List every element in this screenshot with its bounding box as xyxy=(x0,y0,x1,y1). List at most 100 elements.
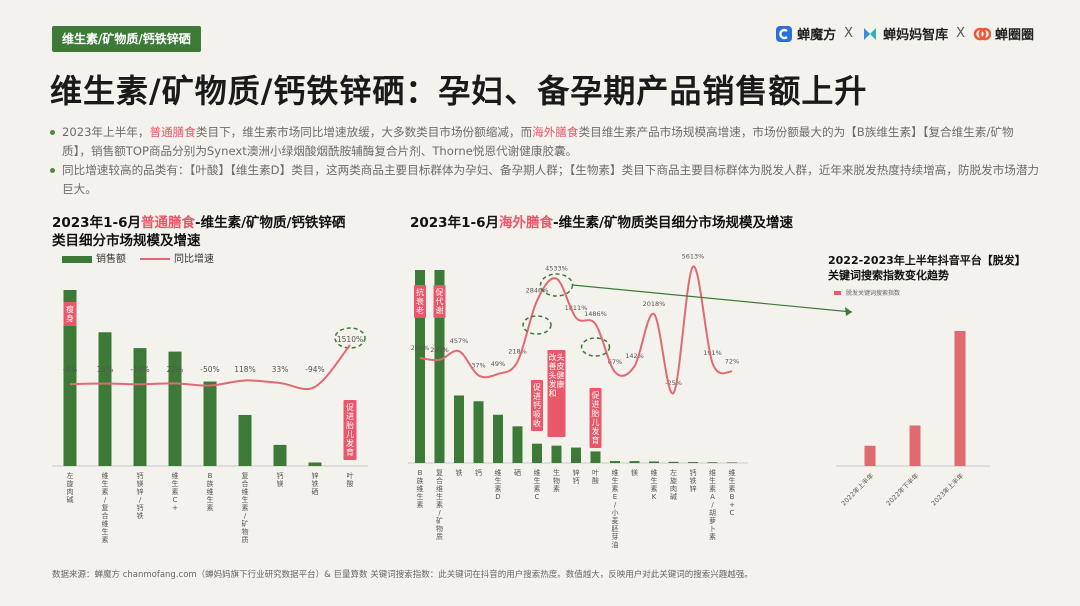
middle-tick-label: 物 xyxy=(436,524,443,533)
legend-label: 销售额 xyxy=(96,254,126,265)
middle-bar xyxy=(668,461,679,463)
middle-growth-label: 253% xyxy=(430,346,449,354)
middle-growth-label: 191% xyxy=(703,349,722,357)
middle-growth-label: 72% xyxy=(725,358,739,366)
left-tick-label: 酸 xyxy=(347,479,354,488)
brand-separator: X xyxy=(844,26,854,41)
left-bar xyxy=(168,351,182,466)
middle-tick-label: 胚 xyxy=(612,525,619,533)
middle-annotation: 老 xyxy=(416,305,424,315)
title-part: -维生素/矿物质/钙铁锌硒 xyxy=(194,215,346,231)
left-annotation-bg xyxy=(63,302,77,326)
bullet-highlight: 海外膳食 xyxy=(532,125,579,139)
middle-tick-label: B xyxy=(730,493,735,501)
middle-bar xyxy=(629,461,640,463)
cube-c-logo-icon xyxy=(776,25,793,42)
trend-arrow-head xyxy=(845,307,852,316)
middle-tick-label: E xyxy=(613,493,617,501)
bullet-highlight: 普通膳食 xyxy=(149,125,196,139)
brand-chanmofang: 蝉魔方 xyxy=(775,24,836,43)
middle-tick-label: 物 xyxy=(553,476,560,485)
middle-bar xyxy=(610,461,620,463)
middle-annotation: 吸 xyxy=(533,410,541,419)
middle-annotation: 衰 xyxy=(416,296,424,306)
middle-tick-label: 胡 xyxy=(709,508,716,517)
middle-tick-label: 生 xyxy=(436,492,443,501)
left-growth-label: -50% xyxy=(200,365,219,374)
category-tag: 维生素/矿物质/钙铁锌硒 xyxy=(52,26,201,52)
middle-annotation: 儿 xyxy=(592,418,600,427)
middle-tick-label: 钙 xyxy=(573,476,580,485)
left-bar xyxy=(308,462,322,466)
right-tick-label: 2022年上半年 xyxy=(839,471,876,508)
middle-tick-label: 旋 xyxy=(670,476,677,485)
brand-name: 蝉魔方 xyxy=(797,28,837,43)
left-tick-label: 维 xyxy=(207,487,214,496)
middle-bar xyxy=(727,462,737,463)
middle-tick-label: 油 xyxy=(612,540,619,549)
middle-bar xyxy=(512,426,523,463)
middle-tick-label: A xyxy=(710,493,715,501)
bullet-1: 2023年上半年，普通膳食类目下，维生素市场同比增速放缓，大多数类目市场份额缩减… xyxy=(50,123,1040,161)
middle-tick-label: 族 xyxy=(417,476,424,485)
left-growth-label: 15% xyxy=(97,365,114,374)
middle-annotation: 皮 xyxy=(557,361,565,371)
middle-tick-label: 钙 xyxy=(690,468,697,477)
middle-tick-label: 生 xyxy=(651,476,658,485)
middle-tick-label: 维 xyxy=(534,468,541,477)
brand-separator: X xyxy=(956,26,965,41)
middle-tick-label: 生 xyxy=(709,476,716,485)
middle-annotation: 改 xyxy=(549,352,557,362)
middle-growth-label: -25% xyxy=(665,379,682,387)
title-part: 2023年1-6月 xyxy=(52,215,141,231)
middle-growth-label: 218% xyxy=(508,348,527,356)
title-part: 2022-2023年上半年抖音平台【脱发】 xyxy=(828,254,1026,267)
left-annotation: 进 xyxy=(346,412,354,421)
middle-tick-label: 复 xyxy=(436,468,443,477)
left-chart-legend: 销售额 同比增速 xyxy=(62,250,214,265)
left-tick-label: / xyxy=(104,496,107,504)
middle-annotation: 抗 xyxy=(416,287,424,297)
middle-growth-label: 37% xyxy=(471,361,485,369)
legend-label: 同比增速 xyxy=(174,254,214,265)
left-tick-label: 锌 xyxy=(312,471,319,480)
middle-growth-label: 142% xyxy=(625,352,644,360)
middle-tick-label: 素 xyxy=(709,484,716,493)
middle-tick-label: 叶 xyxy=(592,468,599,477)
summary-bullets: 2023年上半年，普通膳食类目下，维生素市场同比增速放缓，大多数类目市场份额缩减… xyxy=(50,123,1040,199)
middle-growth-label: 4533% xyxy=(545,265,568,273)
left-tick-label: 钙 xyxy=(137,471,144,480)
left-tick-label: 肉 xyxy=(67,487,74,496)
left-tick-label: 素 xyxy=(102,487,109,496)
brand-name: 蝉妈妈智库 xyxy=(883,28,949,43)
title-part: -维生素/矿物质类目细分市场规模及增速 xyxy=(552,215,794,231)
middle-annotation-bg xyxy=(531,380,543,431)
right-legend-label: 脱发关键词搜索指数 xyxy=(846,289,900,297)
left-tick-label: 铁 xyxy=(137,511,144,520)
bullet-text: 2023年上半年， xyxy=(62,125,150,139)
middle-bar xyxy=(473,401,484,463)
middle-tick-label: 硒 xyxy=(514,469,521,477)
middle-growth-label: 67% xyxy=(608,358,622,366)
middle-tick-label: 维 xyxy=(612,468,619,477)
middle-highlight-ellipse xyxy=(580,337,611,357)
middle-annotation-bg xyxy=(414,285,426,318)
middle-tick-label: D xyxy=(495,493,500,501)
right-bar xyxy=(864,445,876,466)
middle-tick-label: 酸 xyxy=(592,476,599,485)
middle-growth-label: 2846% xyxy=(526,287,549,295)
brand-name: 蝉圈圈 xyxy=(994,28,1034,43)
left-tick-label: 维 xyxy=(102,471,109,480)
left-chart-title: 2023年1-6月普通膳食-维生素/矿物质/钙铁锌硒 类目细分市场规模及增速 xyxy=(52,214,345,250)
right-chart-title: 2022-2023年上半年抖音平台【脱发】 关键词搜索指数变化趋势 xyxy=(828,253,1026,283)
middle-annotation: 育 xyxy=(592,435,600,445)
middle-tick-label: 维 xyxy=(417,484,424,493)
middle-tick-label: 生 xyxy=(553,468,560,477)
middle-annotation-bg xyxy=(547,350,566,437)
data-source-footer: 数据来源：蝉魔方 chanmofang.com（蝉妈妈旗下行业研究数据平台）& … xyxy=(52,570,753,580)
left-annotation: 身 xyxy=(66,313,74,323)
middle-bar xyxy=(551,445,562,463)
middle-annotation: 促 xyxy=(533,382,541,392)
middle-tick-label: 素 xyxy=(612,484,619,493)
middle-tick-label: 生 xyxy=(729,476,736,485)
